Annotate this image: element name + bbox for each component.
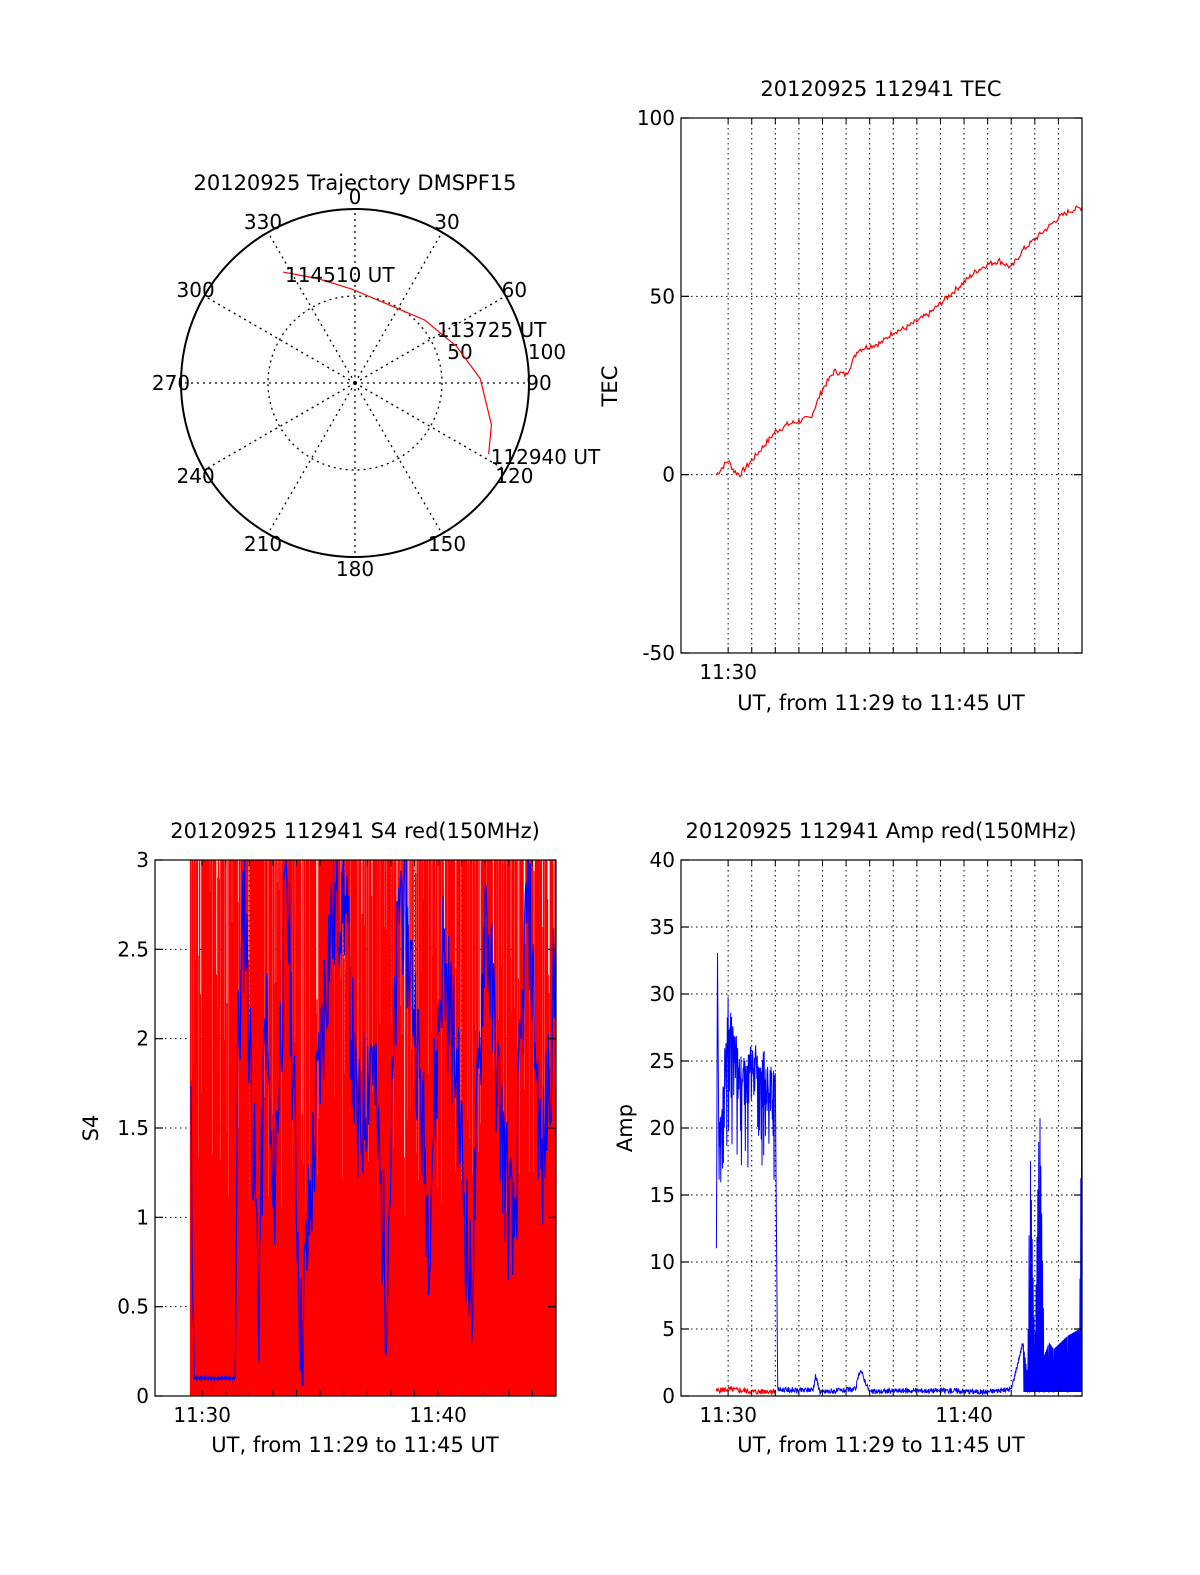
tec-ytick-label: 100 — [637, 106, 675, 130]
amp-xtick-label: 11:30 — [699, 1403, 757, 1427]
polar-spoke — [267, 382, 356, 535]
amp-red-line — [715, 1385, 776, 1396]
tec-plot: 20120925 112941 TEC 100 50 0 -50 11:30 TEC U… — [598, 77, 1083, 715]
s4-ytick-label: 0 — [136, 1384, 149, 1408]
amp-ylabel: Amp — [613, 1104, 637, 1152]
tec-ytick-label: -50 — [642, 641, 675, 665]
amp-title: 20120925 112941 Amp red(150MHz) — [685, 819, 1076, 843]
tec-ylabel: TEC — [598, 366, 622, 408]
s4-ytick-label: 0.5 — [117, 1295, 149, 1319]
polar-spoke — [354, 295, 507, 384]
tec-xlabel: UT, from 11:29 to 11:45 UT — [737, 691, 1025, 715]
amp-ytick-label: 10 — [650, 1250, 675, 1274]
polar-angle-tick-label: 300 — [177, 278, 215, 302]
trajectory-annotation: 113725 UT — [437, 318, 547, 342]
trajectory-plot: 20120925 Trajectory DMSPF15 0 30 60 90 120 15… — [152, 171, 601, 581]
polar-angle-tick-label: 180 — [336, 557, 374, 581]
polar-radial-labels: 50 100 — [447, 340, 566, 364]
amp-ytick-label: 5 — [662, 1317, 675, 1341]
polar-outer-circle — [180, 208, 530, 558]
polar-angle-tick-label: 60 — [502, 278, 527, 302]
polar-angle-tick-label: 90 — [526, 371, 551, 395]
tec-grid — [681, 118, 1083, 653]
s4-title: 20120925 112941 S4 red(150MHz) — [170, 819, 540, 843]
polar-radial-label: 100 — [528, 340, 566, 364]
polar-angle-tick-label: 240 — [177, 464, 215, 488]
tec-series — [715, 205, 1083, 478]
amp-ytick-label: 25 — [650, 1049, 675, 1073]
amp-blue-line — [715, 952, 1083, 1396]
amp-ytick-label: 20 — [650, 1116, 675, 1140]
tec-title: 20120925 112941 TEC — [760, 77, 1001, 101]
trajectory-track — [282, 271, 493, 455]
amp-grid — [681, 860, 1083, 1396]
amp-ytick-label: 30 — [650, 982, 675, 1006]
amp-axis-labels: 0 5 10 15 20 25 30 35 40 11:30 11:40 — [650, 848, 1083, 1427]
s4-xtick-label: 11:30 — [173, 1403, 231, 1427]
s4-blue-line — [189, 859, 557, 1387]
polar-spoke — [354, 382, 507, 471]
trajectory-annotation: 112940 UT — [491, 445, 601, 469]
s4-plot: 20120925 112941 S4 red(150MHz) 0 0.5 1 1.5 2… — [79, 819, 557, 1457]
polar-angle-tick-label: 120 — [495, 464, 533, 488]
polar-spoke — [203, 382, 356, 471]
trajectory-title: 20120925 Trajectory DMSPF15 — [193, 171, 516, 195]
s4-ytick-label: 1.5 — [117, 1116, 149, 1140]
polar-angle-tick-label: 330 — [244, 210, 282, 234]
amp-plot: 20120925 112941 Amp red(150MHz) 0 5 10 15 20… — [613, 819, 1083, 1457]
trajectory-line — [282, 271, 493, 455]
polar-inner-circle — [267, 295, 443, 471]
polar-angle-tick-label: 30 — [434, 210, 459, 234]
polar-spoke — [203, 295, 356, 384]
s4-xlabel: UT, from 11:29 to 11:45 UT — [211, 1433, 499, 1457]
tec-ytick-label: 0 — [662, 463, 675, 487]
s4-ytick-label: 1 — [136, 1205, 149, 1229]
tec-series-line — [715, 205, 1083, 478]
polar-spoke — [354, 231, 443, 384]
amp-ytick-label: 40 — [650, 848, 675, 872]
tec-frame — [680, 117, 1083, 654]
s4-axis-labels: 0 0.5 1 1.5 2 2.5 3 11:30 11:40 — [117, 848, 557, 1427]
amp-ytick-label: 35 — [650, 915, 675, 939]
s4-ytick-label: 3 — [136, 848, 149, 872]
s4-ylabel: S4 — [79, 1115, 103, 1142]
tec-xtick-label: 11:30 — [699, 660, 757, 684]
polar-angle-tick-label: 0 — [349, 185, 362, 209]
amp-xtick-label: 11:40 — [935, 1403, 993, 1427]
amp-xlabel: UT, from 11:29 to 11:45 UT — [737, 1433, 1025, 1457]
amp-ytick-label: 15 — [650, 1183, 675, 1207]
trajectory-annotation: 114510 UT — [285, 263, 395, 287]
tec-axis-labels: 100 50 0 -50 11:30 — [637, 106, 1083, 684]
s4-xtick-label: 11:40 — [409, 1403, 467, 1427]
polar-angle-tick-label: 210 — [244, 532, 282, 556]
amp-series — [715, 952, 1083, 1396]
polar-angle-tick-label: 270 — [152, 371, 190, 395]
s4-ytick-label: 2 — [136, 1027, 149, 1051]
polar-angle-tick-label: 150 — [428, 532, 466, 556]
polar-spoke — [267, 231, 356, 384]
tec-ytick-label: 50 — [650, 284, 675, 308]
polar-grid — [180, 208, 530, 558]
s4-ytick-label: 2.5 — [117, 937, 149, 961]
trajectory-annotations: 114510 UT 113725 UT 112940 UT — [285, 263, 601, 469]
amp-ytick-label: 0 — [662, 1384, 675, 1408]
polar-angle-ticks: 0 30 60 90 120 150 180 210 240 270 300 330 — [152, 185, 552, 581]
s4-series — [189, 859, 557, 1396]
polar-spoke — [354, 382, 443, 535]
